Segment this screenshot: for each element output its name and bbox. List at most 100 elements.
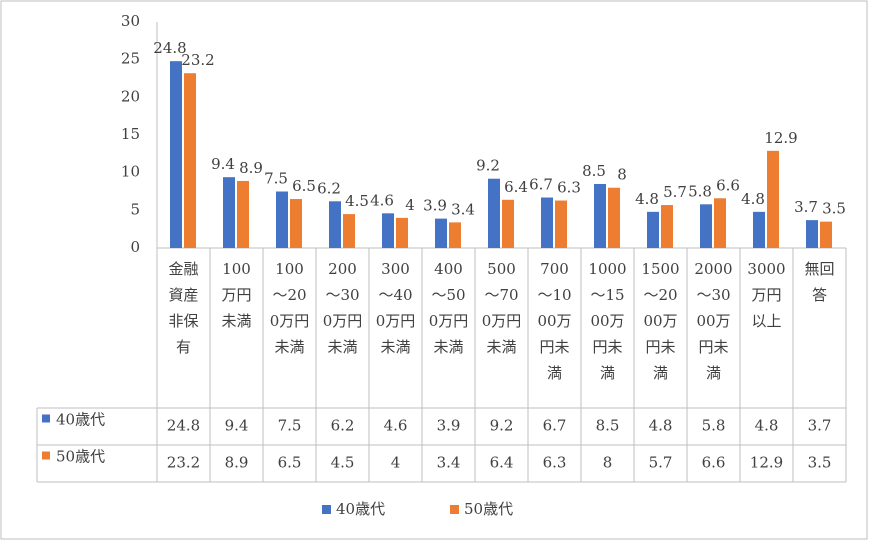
data-label: 6.7 bbox=[529, 176, 553, 194]
table-cell: 23.2 bbox=[167, 454, 200, 472]
legend-label: 50歳代 bbox=[464, 500, 513, 518]
bar bbox=[343, 214, 355, 248]
bar bbox=[714, 198, 726, 248]
bar bbox=[435, 218, 447, 248]
table-cell: 9.4 bbox=[225, 417, 249, 435]
table-cell: 8 bbox=[603, 454, 613, 472]
bar bbox=[608, 187, 620, 248]
table-cell: 4.8 bbox=[755, 417, 779, 435]
bar bbox=[502, 199, 514, 248]
table-cell: 4.6 bbox=[384, 417, 408, 435]
data-label: 3.4 bbox=[451, 200, 475, 218]
data-label: 3.5 bbox=[822, 200, 846, 218]
data-label: 8.9 bbox=[239, 159, 263, 177]
bar bbox=[647, 211, 659, 248]
data-label: 6.5 bbox=[292, 177, 316, 195]
data-label: 3.9 bbox=[423, 197, 447, 215]
table-cell: 3.7 bbox=[808, 417, 832, 435]
data-label: 8 bbox=[617, 166, 627, 184]
data-label: 6.3 bbox=[557, 179, 581, 197]
y-tick-label: 15 bbox=[121, 125, 140, 143]
legend-swatch bbox=[322, 505, 331, 514]
bar bbox=[449, 222, 461, 248]
y-tick-label: 0 bbox=[130, 238, 140, 256]
y-tick-label: 10 bbox=[121, 163, 140, 181]
bar bbox=[396, 217, 408, 248]
data-label: 6.6 bbox=[716, 176, 740, 194]
data-label: 3.7 bbox=[794, 198, 818, 216]
y-tick-label: 5 bbox=[130, 200, 140, 218]
data-label: 8.5 bbox=[582, 162, 606, 180]
data-label: 7.5 bbox=[264, 170, 288, 188]
bar bbox=[488, 178, 500, 248]
category-label: 700～1000万円未満 bbox=[537, 260, 572, 382]
category-label: 500～700万円未満 bbox=[481, 260, 522, 356]
legend-swatch bbox=[42, 451, 50, 460]
y-tick-label: 25 bbox=[121, 50, 140, 68]
category-label: 400～500万円未満 bbox=[428, 260, 469, 356]
bar bbox=[382, 213, 394, 248]
row-header: 40歳代 bbox=[56, 411, 105, 429]
bar bbox=[700, 204, 712, 248]
data-label: 12.9 bbox=[764, 129, 797, 147]
category-label: 300～400万円未満 bbox=[375, 260, 416, 356]
data-label: 4.6 bbox=[370, 191, 394, 209]
table-cell: 5.8 bbox=[702, 417, 726, 435]
bar bbox=[170, 61, 182, 248]
bar bbox=[329, 201, 341, 248]
table-cell: 7.5 bbox=[278, 417, 302, 435]
table-cell: 6.4 bbox=[490, 454, 514, 472]
table-cell: 3.5 bbox=[808, 454, 832, 472]
table-cell: 9.2 bbox=[490, 417, 514, 435]
y-tick-label: 20 bbox=[121, 87, 140, 105]
data-label: 4.5 bbox=[345, 192, 369, 210]
table-cell: 12.9 bbox=[750, 454, 783, 472]
bar bbox=[767, 150, 779, 248]
category-label: 1500～2000万円未満 bbox=[641, 260, 680, 382]
legend-swatch bbox=[42, 414, 50, 423]
category-label: 3000万円以上 bbox=[747, 260, 786, 330]
legend-label: 40歳代 bbox=[336, 500, 385, 518]
table-cell: 4.5 bbox=[331, 454, 355, 472]
row-header: 50歳代 bbox=[56, 448, 105, 466]
table-cell: 6.7 bbox=[543, 417, 567, 435]
bar bbox=[237, 180, 249, 248]
data-label: 6.2 bbox=[317, 179, 341, 197]
data-label: 5.7 bbox=[663, 183, 687, 201]
category-label: 2000～3000万円未満 bbox=[694, 260, 733, 382]
table-cell: 3.9 bbox=[437, 417, 461, 435]
category-label: 100～200万円未満 bbox=[269, 260, 310, 356]
bar bbox=[806, 220, 818, 248]
category-label: 無回答 bbox=[804, 260, 835, 304]
data-label: 4 bbox=[405, 196, 415, 214]
table-cell: 6.5 bbox=[278, 454, 302, 472]
bar bbox=[555, 200, 567, 248]
data-label: 5.8 bbox=[688, 182, 712, 200]
table-cell: 5.7 bbox=[649, 454, 673, 472]
bar bbox=[223, 177, 235, 248]
data-label: 24.8 bbox=[153, 39, 186, 57]
data-label: 23.2 bbox=[181, 51, 214, 69]
legend-swatch bbox=[450, 505, 459, 514]
table-cell: 4 bbox=[391, 454, 401, 472]
table-cell: 24.8 bbox=[167, 417, 200, 435]
table-cell: 6.2 bbox=[331, 417, 355, 435]
y-tick-label: 30 bbox=[121, 12, 140, 30]
data-label: 9.4 bbox=[211, 155, 235, 173]
table-cell: 4.8 bbox=[649, 417, 673, 435]
table-cell: 6.6 bbox=[702, 454, 726, 472]
bar bbox=[290, 199, 302, 248]
table-cell: 8.9 bbox=[225, 454, 249, 472]
data-label: 4.8 bbox=[635, 190, 659, 208]
bar bbox=[753, 211, 765, 248]
data-label: 9.2 bbox=[476, 157, 500, 175]
bar bbox=[594, 183, 606, 248]
table-cell: 3.4 bbox=[437, 454, 461, 472]
table-cell: 6.3 bbox=[543, 454, 567, 472]
category-label: 金融資産非保有 bbox=[168, 260, 199, 356]
category-label: 200～300万円未満 bbox=[322, 260, 363, 356]
bar bbox=[184, 73, 196, 248]
